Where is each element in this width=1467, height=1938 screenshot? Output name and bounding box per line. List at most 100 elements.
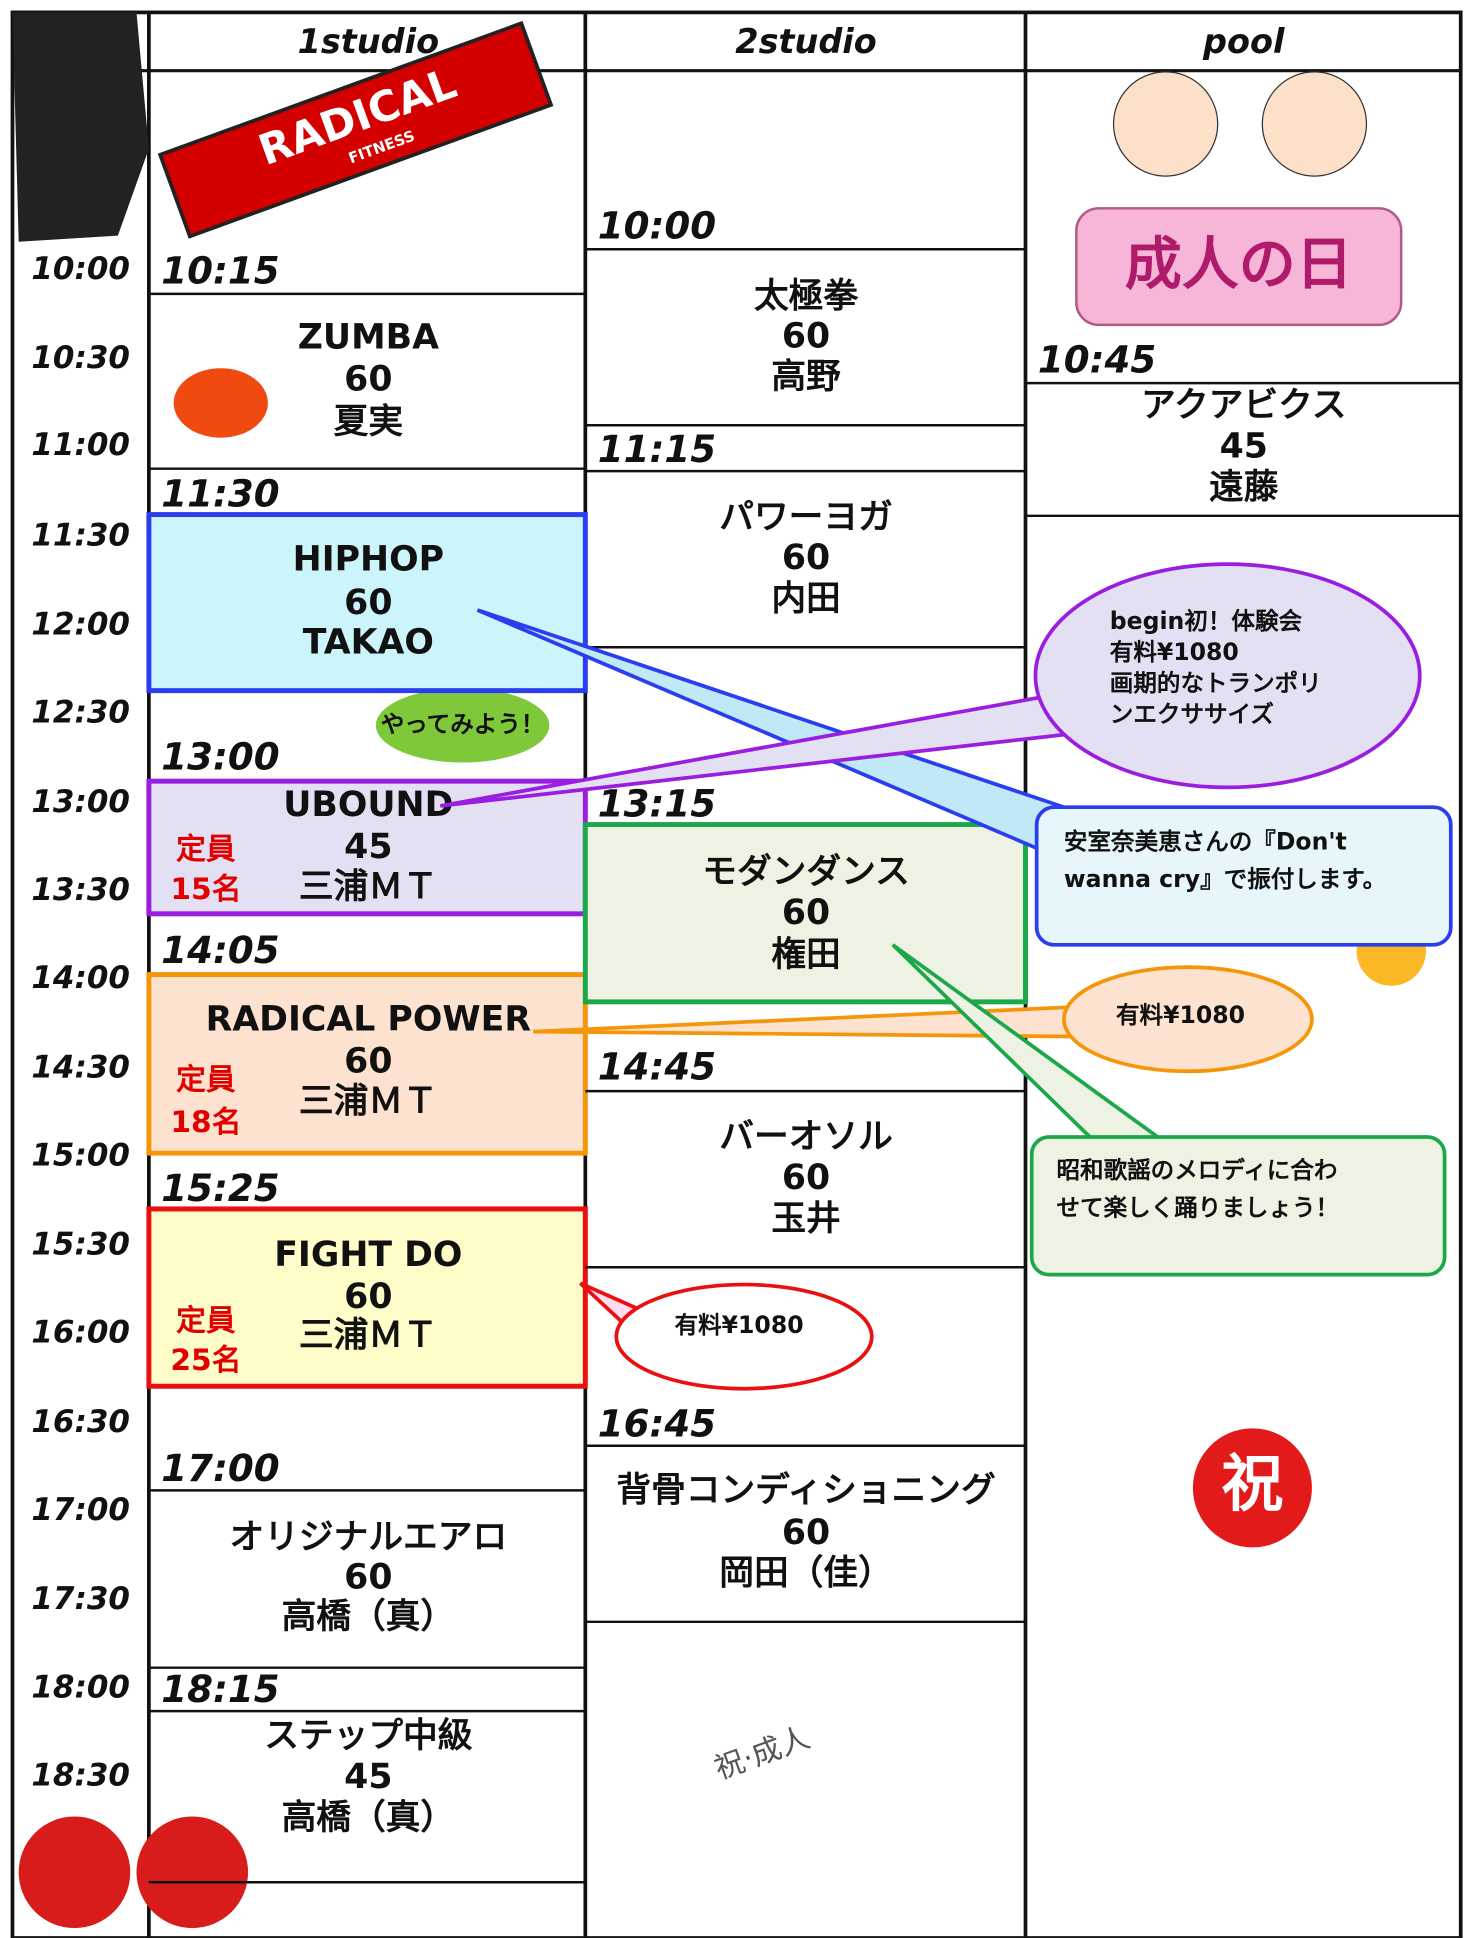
start-time: 13:00 <box>161 734 279 778</box>
callout <box>1062 965 1314 1074</box>
instructor: 高野 <box>771 357 841 397</box>
class-minutes: 60 <box>782 1158 830 1198</box>
person <box>1261 71 1368 177</box>
capacity: 15名 <box>170 872 241 907</box>
holiday-sign <box>1075 207 1403 327</box>
class-minutes: 60 <box>344 583 392 623</box>
start-time: 13:15 <box>598 781 716 825</box>
callout-text: 有料¥1080 <box>675 1311 804 1339</box>
time-label: 10:30 <box>31 340 130 376</box>
class-name: 背骨コンディショニング <box>616 1470 995 1511</box>
try-text: やってみよう！ <box>381 710 545 738</box>
capacity-label: 定員 <box>176 1303 236 1338</box>
instructor: 遠藤 <box>1209 468 1279 508</box>
time-label: 11:00 <box>31 427 130 463</box>
class-name: オリジナルエアロ <box>230 1518 508 1558</box>
time-label: 17:30 <box>31 1581 130 1617</box>
callout <box>614 1282 874 1391</box>
instructor: 権田 <box>771 935 840 975</box>
callout-text: wanna cry』で振付します。 <box>1064 865 1386 893</box>
class-name: アクアビクス <box>1141 386 1346 426</box>
class-minutes: 60 <box>344 1042 392 1082</box>
instructor: 三浦ＭＴ <box>299 867 438 907</box>
callout <box>1034 805 1453 947</box>
class-name: RADICAL POWER <box>206 999 532 1039</box>
time-label: 12:30 <box>31 695 130 731</box>
time-label: 17:00 <box>31 1492 130 1528</box>
time-label: 10:00 <box>31 251 130 287</box>
strawberry <box>18 1816 131 1929</box>
start-time: 10:15 <box>161 248 279 292</box>
column-header: pool <box>1202 22 1285 61</box>
callout-text: 有料¥1080 <box>1116 1001 1245 1029</box>
logo-badge <box>157 20 554 239</box>
instructor: 岡田（佳） <box>719 1554 893 1594</box>
callout-text: ンエクササイズ <box>1110 700 1275 728</box>
silhouette <box>12 12 149 242</box>
class-name: 太極拳 <box>754 277 859 317</box>
start-time: 16:45 <box>598 1401 716 1445</box>
callout-text: 有料¥1080 <box>1110 638 1239 666</box>
time-label: 11:30 <box>31 517 130 553</box>
callout-text: 昭和歌謡のメロディに合わ <box>1057 1156 1338 1184</box>
class-name: ステップ中級 <box>264 1716 473 1756</box>
class-name: モダンダンス <box>702 852 910 892</box>
celebrate-badge <box>1192 1428 1312 1548</box>
start-time: 14:05 <box>161 928 279 972</box>
time-label: 16:00 <box>31 1315 130 1351</box>
instructor: 高橋（真） <box>282 1798 456 1838</box>
class-box <box>146 512 588 694</box>
callout-text: 画期的なトランポリ <box>1110 669 1322 697</box>
time-label: 14:30 <box>31 1049 130 1085</box>
start-time: 11:15 <box>598 427 716 471</box>
column-header: 1studio <box>298 22 439 61</box>
capacity-label: 定員 <box>176 832 236 867</box>
class-name: ZUMBA <box>298 317 439 357</box>
class-name: パワーヨガ <box>719 497 893 537</box>
instructor: 三浦ＭＴ <box>299 1081 438 1121</box>
strawberry <box>136 1816 249 1929</box>
column-header: 2studio <box>735 22 876 61</box>
time-label: 12:00 <box>31 607 130 643</box>
class-minutes: 60 <box>344 1277 392 1317</box>
class-minutes: 60 <box>344 1557 392 1597</box>
start-time: 17:00 <box>161 1446 279 1490</box>
time-label: 18:30 <box>31 1757 130 1793</box>
capacity: 25名 <box>170 1343 241 1378</box>
class-minutes: 60 <box>344 360 392 400</box>
class-minutes: 60 <box>782 893 830 933</box>
start-time: 14:45 <box>598 1044 716 1088</box>
callout <box>1029 1135 1447 1277</box>
time-label: 13:00 <box>31 784 130 820</box>
start-time: 10:00 <box>598 204 716 248</box>
class-minutes: 60 <box>782 316 830 356</box>
time-label: 16:30 <box>31 1404 130 1440</box>
class-name: FIGHT DO <box>274 1235 462 1275</box>
holiday-text: 成人の日 <box>1125 231 1353 297</box>
class-box <box>146 778 588 917</box>
instructor: 内田 <box>771 579 840 619</box>
instructor: 夏実 <box>334 402 404 442</box>
start-time: 11:30 <box>161 471 279 515</box>
try-bubble <box>375 688 550 763</box>
instructor: TAKAO <box>303 623 434 663</box>
start-time: 15:25 <box>161 1166 279 1210</box>
class-name: UBOUND <box>283 785 453 825</box>
class-box <box>146 972 588 1156</box>
class-box <box>582 822 1028 1005</box>
class-minutes: 45 <box>1220 427 1268 467</box>
time-label: 15:00 <box>31 1137 130 1173</box>
instructor: 三浦ＭＴ <box>299 1316 438 1356</box>
capacity: 18名 <box>170 1105 241 1140</box>
start-time: 18:15 <box>161 1667 279 1711</box>
class-minutes: 45 <box>344 1757 392 1797</box>
instructor: 玉井 <box>771 1199 840 1239</box>
celebrate-text: 祝 <box>1221 1447 1283 1520</box>
capacity-label: 定員 <box>176 1063 236 1098</box>
time-label: 13:30 <box>31 872 130 908</box>
class-minutes: 60 <box>782 1513 830 1553</box>
goldfish <box>173 368 268 438</box>
start-time: 10:45 <box>1038 338 1156 382</box>
